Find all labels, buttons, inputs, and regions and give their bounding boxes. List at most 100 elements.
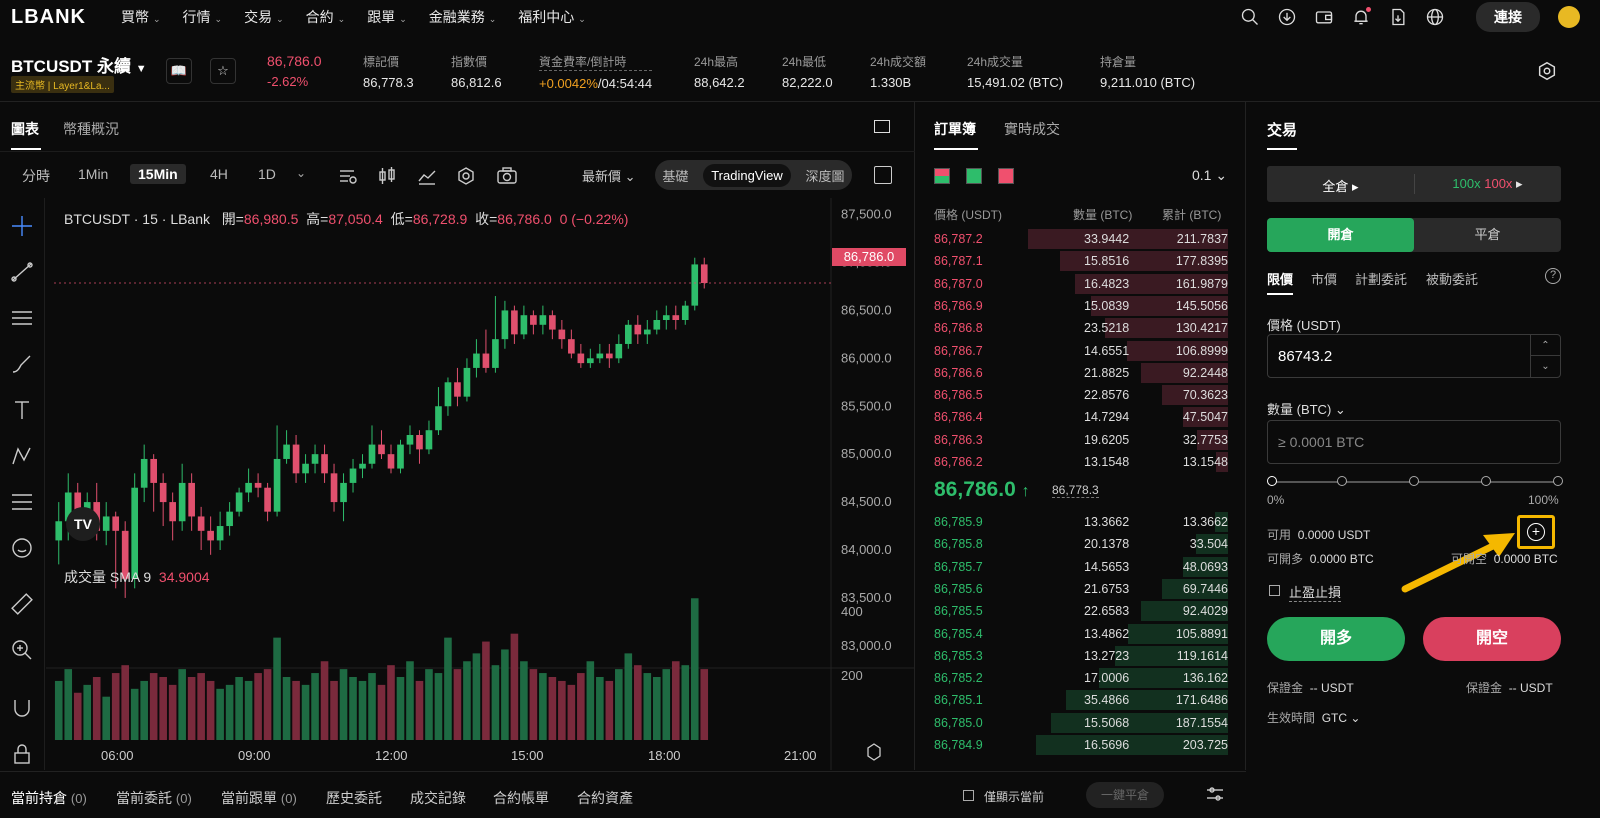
qty-input[interactable]: ≥ 0.0001 BTC xyxy=(1267,420,1561,464)
ruler-icon[interactable] xyxy=(10,592,34,616)
nav-copy-trading[interactable]: 跟單 ⌄ xyxy=(367,9,407,25)
tab-chart[interactable]: 圖表 xyxy=(11,121,39,137)
price-mode-select[interactable]: 最新價 ⌄ xyxy=(582,169,636,184)
price-up-icon[interactable]: ⌃ xyxy=(1531,335,1560,356)
more-timeframes-chevron-icon[interactable]: ⌄ xyxy=(296,166,307,180)
emoji-icon[interactable] xyxy=(10,536,34,560)
expand-chart-icon[interactable] xyxy=(874,166,892,184)
tab-order-history[interactable]: 歷史委託 xyxy=(326,790,382,806)
tab-open-orders[interactable]: 當前委託 (0) xyxy=(116,790,192,806)
tab-coin-info[interactable]: 幣種概況 xyxy=(63,121,119,137)
connect-button[interactable]: 連接 xyxy=(1476,2,1540,32)
open-long-button[interactable]: 開多 xyxy=(1267,617,1405,661)
tab-positions[interactable]: 當前持倉 (0) xyxy=(11,790,87,806)
nav-trade[interactable]: 交易 ⌄ xyxy=(244,9,284,25)
ask-row[interactable]: 86,787.2 33.9442 211.7837 xyxy=(934,228,1234,250)
tf-1min[interactable]: 1Min xyxy=(78,166,109,182)
nav-rewards[interactable]: 福利中心 ⌄ xyxy=(518,9,586,25)
category-tag[interactable]: 主流幣 | Layer1&La... xyxy=(11,76,114,93)
funding-rate-label[interactable]: 資金費率/倒計時 xyxy=(539,53,653,71)
tab-order-book[interactable]: 訂單簿 xyxy=(934,121,976,137)
price-down-icon[interactable]: ⌄ xyxy=(1541,361,1550,372)
view-basic[interactable]: 基礎 xyxy=(662,168,689,184)
tab-contract-bills[interactable]: 合約帳單 xyxy=(493,790,549,806)
axis-settings-icon[interactable] xyxy=(867,743,881,761)
tf-line[interactable]: 分時 xyxy=(22,168,50,184)
mid-mark-price[interactable]: 86,778.3 xyxy=(1052,483,1099,498)
bid-row[interactable]: 86,785.3 13.2723 119.1614 xyxy=(934,645,1234,667)
bid-row[interactable]: 86,785.4 13.4862 105.8891 xyxy=(934,623,1234,645)
add-funds-icon[interactable]: + xyxy=(1527,523,1545,541)
ask-row[interactable]: 86,786.6 21.8825 92.2448 xyxy=(934,362,1234,384)
logo[interactable]: LBANK xyxy=(11,5,86,28)
trend-line-icon[interactable] xyxy=(10,260,34,284)
magnet-icon[interactable] xyxy=(10,696,34,720)
slider-mark-50[interactable] xyxy=(1409,476,1419,486)
precision-select[interactable]: 0.1 ⌄ xyxy=(1192,167,1228,183)
indicators-icon[interactable] xyxy=(417,166,437,189)
filter-settings-icon[interactable] xyxy=(1206,787,1224,801)
close-all-button[interactable]: 一鍵平倉 xyxy=(1086,782,1164,808)
tf-1d[interactable]: 1D xyxy=(258,166,276,182)
help-icon[interactable]: ? xyxy=(1545,268,1561,284)
chart-settings-icon[interactable] xyxy=(456,166,476,189)
order-type-limit[interactable]: 限價 xyxy=(1267,272,1294,287)
tab-contract-assets[interactable]: 合約資產 xyxy=(577,790,633,806)
ask-row[interactable]: 86,786.4 14.7294 47.5047 xyxy=(934,406,1234,428)
bid-row[interactable]: 86,785.6 21.6753 69.7446 xyxy=(934,578,1234,600)
text-tool-icon[interactable] xyxy=(10,398,34,422)
ask-row[interactable]: 86,786.7 14.6551 106.8999 xyxy=(934,340,1234,362)
qty-unit-select[interactable]: 數量 (BTC) ⌄ xyxy=(1267,402,1346,417)
globe-icon[interactable] xyxy=(1424,6,1446,28)
favorite-star-icon[interactable]: ☆ xyxy=(210,58,236,84)
ask-row[interactable]: 86,786.3 19.6205 32.7753 xyxy=(934,429,1234,451)
candlestick-chart[interactable]: 87,500.087,000.086,500.086,000.085,500.0… xyxy=(46,198,914,770)
bid-row[interactable]: 86,785.1 35.4866 171.6486 xyxy=(934,689,1234,711)
bid-row[interactable]: 86,785.8 20.1378 33.504 xyxy=(934,533,1234,555)
ask-row[interactable]: 86,786.5 22.8576 70.3623 xyxy=(934,384,1234,406)
slider-mark-75[interactable] xyxy=(1481,476,1491,486)
tab-copy-orders[interactable]: 當前跟單 (0) xyxy=(221,790,297,806)
slider-mark-100[interactable] xyxy=(1553,476,1563,486)
open-short-button[interactable]: 開空 xyxy=(1423,617,1561,661)
book-asks-icon[interactable] xyxy=(998,168,1014,184)
book-both-icon[interactable] xyxy=(934,168,950,184)
lock-drawing-icon[interactable] xyxy=(10,742,34,766)
search-icon[interactable] xyxy=(1239,6,1261,28)
tf-4h[interactable]: 4H xyxy=(210,166,228,182)
price-input[interactable]: 86743.2 ⌃ ⌄ xyxy=(1267,334,1561,378)
document-icon[interactable] xyxy=(1387,6,1409,28)
download-icon[interactable] xyxy=(1276,6,1298,28)
pattern-icon[interactable] xyxy=(10,444,34,468)
bid-row[interactable]: 86,784.9 16.5696 203.725 xyxy=(934,734,1234,756)
order-type-market[interactable]: 市價 xyxy=(1311,272,1338,287)
ask-row[interactable]: 86,787.0 16.4823 161.9879 xyxy=(934,273,1234,295)
tpsl-label[interactable]: 止盈止損 xyxy=(1289,582,1342,602)
fullscreen-icon[interactable] xyxy=(874,120,890,133)
tf-15min[interactable]: 15Min xyxy=(130,164,186,184)
tab-recent-trades[interactable]: 實時成交 xyxy=(1004,121,1060,137)
book-bids-icon[interactable] xyxy=(966,168,982,184)
order-type-plan[interactable]: 計劃委託 xyxy=(1355,272,1408,287)
tpsl-checkbox[interactable] xyxy=(1269,585,1280,596)
ask-row[interactable]: 86,786.9 15.0839 145.5056 xyxy=(934,295,1234,317)
symbol-selector[interactable]: BTCUSDT 永續 ▼ xyxy=(11,57,147,76)
order-type-passive[interactable]: 被動委託 xyxy=(1426,272,1479,287)
margin-mode-select[interactable]: 全倉 ▸ xyxy=(1322,179,1359,194)
tab-trade-history[interactable]: 成交記錄 xyxy=(410,790,466,806)
time-in-force-select[interactable]: 生效時間 GTC ⌄ xyxy=(1267,711,1361,725)
leverage-select[interactable]: 100x 100x ▸ xyxy=(1452,176,1523,191)
brush-icon[interactable] xyxy=(10,352,34,376)
fib-icon[interactable] xyxy=(10,490,34,514)
open-position-tab[interactable]: 開倉 xyxy=(1267,218,1414,252)
view-depth[interactable]: 深度圖 xyxy=(805,168,845,184)
close-position-tab[interactable]: 平倉 xyxy=(1474,227,1501,242)
crosshair-icon[interactable] xyxy=(10,214,34,238)
slider-knob[interactable] xyxy=(1267,476,1277,486)
horizontal-lines-icon[interactable] xyxy=(10,306,34,330)
settings-hex-icon[interactable] xyxy=(1536,60,1558,82)
indicator-settings-icon[interactable] xyxy=(338,167,358,188)
nav-futures[interactable]: 合約 ⌄ xyxy=(305,9,346,25)
nav-markets[interactable]: 行情 ⌄ xyxy=(182,9,223,25)
slider-mark-25[interactable] xyxy=(1337,476,1347,486)
